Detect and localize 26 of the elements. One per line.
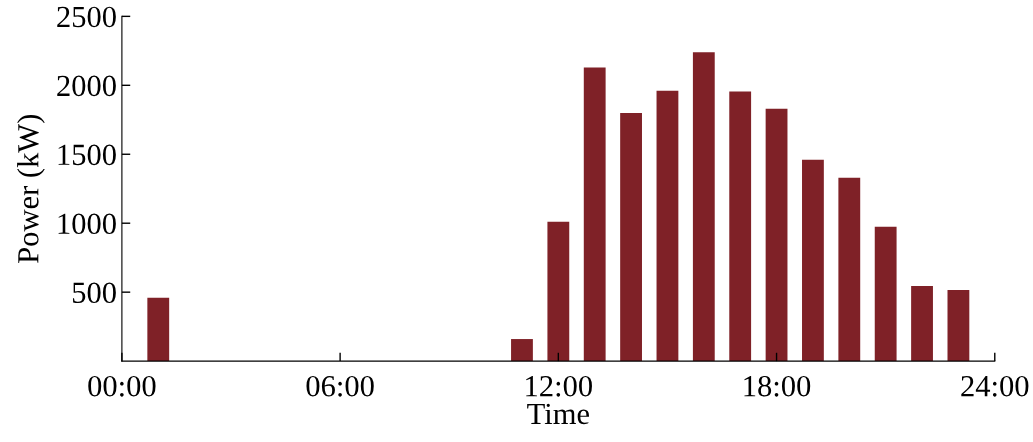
- y-tick-label: 1000: [58, 213, 116, 235]
- y-tick-label: 1500: [58, 144, 116, 166]
- bar: [692, 52, 715, 362]
- x-tick-label: 24:00: [961, 375, 1029, 397]
- x-tick-label: 12:00: [526, 375, 592, 397]
- bar: [911, 285, 933, 362]
- bar: [838, 177, 861, 362]
- bar: [147, 297, 170, 362]
- bar: [511, 339, 533, 362]
- bar: [874, 226, 897, 362]
- bar: [620, 112, 642, 362]
- bar: [583, 67, 606, 362]
- bar: [765, 108, 788, 362]
- bar: [656, 90, 679, 362]
- bar: [802, 159, 824, 362]
- bar: [947, 290, 970, 362]
- y-axis-title: Power (kW): [17, 114, 45, 263]
- x-tick-label: 06:00: [306, 375, 374, 397]
- bar: [547, 221, 570, 362]
- y-tick-label: 500: [72, 282, 116, 304]
- y-tick-label: 2000: [57, 75, 116, 97]
- x-axis-title: Time: [527, 403, 589, 425]
- y-tick-label: 2500: [57, 6, 116, 28]
- bar: [729, 91, 752, 362]
- x-tick-label: 00:00: [88, 375, 156, 397]
- x-tick-label: 18:00: [744, 375, 811, 397]
